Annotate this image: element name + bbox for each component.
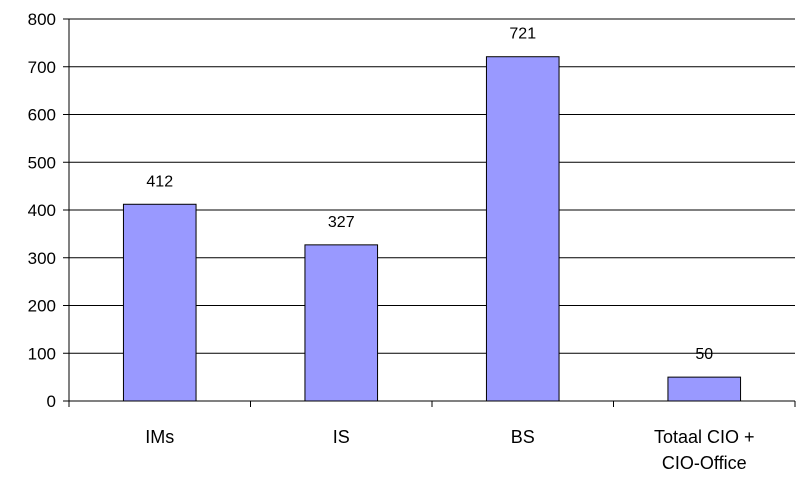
y-tick-label: 600 — [28, 106, 56, 125]
data-label: 721 — [509, 26, 536, 43]
y-tick-label: 200 — [28, 297, 56, 316]
bar-bs — [485, 56, 560, 402]
bars — [122, 56, 742, 402]
x-category-label: IMs — [145, 427, 174, 447]
y-tick-label: 0 — [47, 392, 56, 411]
y-tick-label: 400 — [28, 201, 56, 220]
y-tick-label: 300 — [28, 249, 56, 268]
bar-is — [304, 244, 379, 402]
x-category-label: BS — [511, 427, 535, 447]
y-tick-label: 700 — [28, 58, 56, 77]
y-tick-label: 800 — [28, 10, 56, 29]
y-tick-label: 100 — [28, 344, 56, 363]
x-category-label: CIO-Office — [662, 453, 747, 473]
bar-ims — [122, 203, 197, 402]
data-label: 327 — [328, 214, 355, 231]
data-label: 412 — [146, 173, 173, 190]
axes — [63, 18, 796, 407]
x-category-label: Totaal CIO + — [654, 427, 755, 447]
data-label: 50 — [695, 346, 713, 363]
x-category-label: IS — [333, 427, 350, 447]
labels: 0 100 200 300 400 500 600 700 800 412 IMs 327 IS 721 B… — [28, 10, 755, 473]
y-tick-label: 500 — [28, 153, 56, 172]
bar-totaal-cio-cio-office — [667, 376, 742, 402]
